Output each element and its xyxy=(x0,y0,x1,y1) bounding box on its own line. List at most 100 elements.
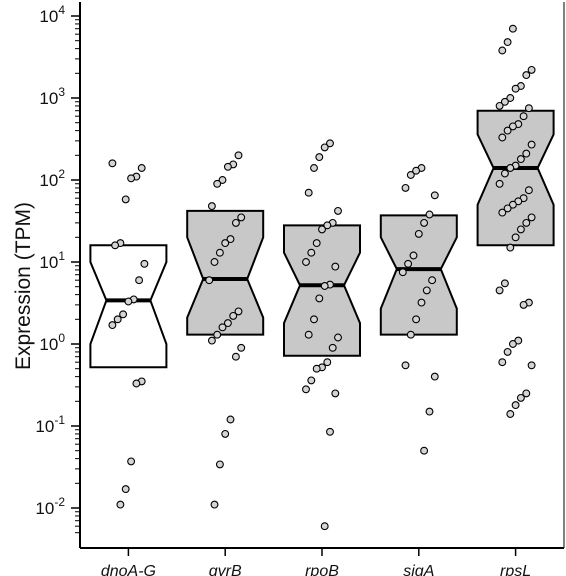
data-point xyxy=(320,143,329,152)
data-point xyxy=(328,343,337,352)
data-point xyxy=(511,233,520,242)
x-tick-label: rpsL xyxy=(500,563,531,576)
box-rpsL xyxy=(476,109,555,247)
y-tick-label: 101 xyxy=(39,249,65,272)
data-point xyxy=(318,225,326,234)
data-point xyxy=(307,248,316,257)
data-point xyxy=(310,315,318,324)
data-point xyxy=(121,195,130,204)
data-point xyxy=(205,276,214,285)
data-point xyxy=(226,235,235,244)
box-dnoA-G xyxy=(89,244,168,369)
data-point xyxy=(320,522,329,531)
data-point xyxy=(108,159,117,168)
data-point xyxy=(503,347,512,356)
data-point xyxy=(207,202,216,211)
data-point xyxy=(302,385,310,394)
data-point xyxy=(506,94,515,102)
data-point xyxy=(229,311,238,320)
data-point xyxy=(404,259,413,268)
data-point xyxy=(215,460,224,469)
data-point xyxy=(508,340,517,348)
data-point xyxy=(522,218,531,227)
data-point xyxy=(417,298,426,307)
data-point xyxy=(406,330,415,339)
data-point xyxy=(315,294,324,303)
data-point xyxy=(140,259,149,268)
data-point xyxy=(127,174,136,183)
y-tick-label: 104 xyxy=(39,3,65,26)
data-point xyxy=(326,139,334,148)
data-point xyxy=(495,286,504,295)
data-point xyxy=(331,262,340,271)
data-point xyxy=(320,282,329,290)
data-point xyxy=(516,155,525,164)
data-point xyxy=(527,65,536,74)
data-point xyxy=(221,239,230,248)
data-point xyxy=(414,229,423,238)
data-point xyxy=(420,446,429,455)
data-point xyxy=(213,330,222,339)
data-point xyxy=(223,162,232,171)
data-point xyxy=(326,427,334,436)
data-point xyxy=(127,457,136,466)
data-point xyxy=(516,393,525,402)
data-point xyxy=(412,166,421,175)
data-point xyxy=(226,415,235,424)
data-point xyxy=(237,213,246,222)
y-tick-label: 100 xyxy=(39,331,65,354)
data-point xyxy=(207,336,216,345)
data-point xyxy=(500,169,509,178)
data-point xyxy=(334,206,342,215)
data-point xyxy=(401,361,410,370)
data-point xyxy=(503,38,512,47)
data-point xyxy=(508,200,517,209)
data-point xyxy=(312,239,321,248)
data-point xyxy=(218,323,227,332)
data-point xyxy=(304,188,313,197)
data-point xyxy=(124,297,133,306)
data-point xyxy=(422,286,431,295)
data-point xyxy=(231,352,240,361)
data-point xyxy=(137,164,146,172)
data-point xyxy=(527,140,536,149)
data-point xyxy=(511,84,520,93)
data-point xyxy=(527,361,536,370)
data-point xyxy=(213,179,222,188)
data-point xyxy=(406,171,415,179)
data-point xyxy=(401,183,410,192)
data-point xyxy=(498,358,507,367)
data-point xyxy=(312,364,321,373)
data-point xyxy=(111,241,120,250)
data-point xyxy=(135,276,144,285)
data-point xyxy=(511,401,520,410)
data-point xyxy=(519,112,528,121)
x-tick-label: gyrB xyxy=(209,563,242,576)
data-point xyxy=(113,315,122,324)
data-point xyxy=(116,500,125,509)
data-point xyxy=(215,248,224,257)
data-point xyxy=(506,243,515,252)
data-points xyxy=(108,24,536,531)
data-point xyxy=(527,213,536,222)
data-point xyxy=(331,389,340,398)
data-point xyxy=(108,321,117,330)
data-point xyxy=(522,389,531,398)
x-axis: dnoA-G gyrB rpoB sigA rpsL xyxy=(101,548,531,576)
data-point xyxy=(500,97,509,106)
data-point xyxy=(430,372,439,381)
data-point xyxy=(425,407,434,416)
data-point xyxy=(323,358,332,367)
data-point xyxy=(398,268,407,277)
data-point xyxy=(409,251,418,260)
data-point xyxy=(223,319,232,328)
data-point xyxy=(495,179,504,188)
data-point xyxy=(334,333,342,342)
data-point xyxy=(506,164,515,172)
data-point xyxy=(218,176,227,184)
data-point xyxy=(307,376,316,385)
y-axis: 10-2 10-1 100 101 102 103 104 xyxy=(35,3,80,534)
data-point xyxy=(519,300,528,309)
data-point xyxy=(234,151,243,160)
